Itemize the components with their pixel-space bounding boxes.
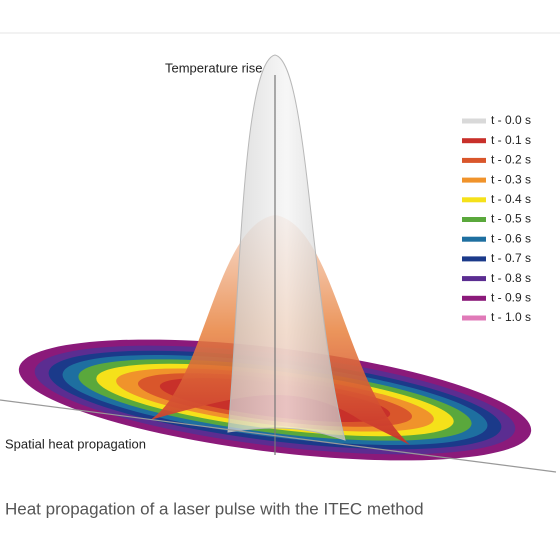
legend-swatch: [462, 118, 486, 124]
legend-label: t - 0.2 s: [491, 153, 531, 167]
legend-swatch: [462, 138, 486, 144]
vertical-axis-label: Temperature rise: [165, 60, 263, 75]
initial-pulse: [227, 54, 346, 441]
legend-label: t - 0.3 s: [491, 172, 531, 186]
legend-label: t - 0.7 s: [491, 251, 531, 265]
legend-label: t - 0.9 s: [491, 290, 531, 304]
legend-swatch: [462, 315, 486, 321]
legend-label: t - 0.5 s: [491, 212, 531, 226]
legend-swatch: [462, 236, 486, 242]
legend-label: t - 0.8 s: [491, 271, 531, 285]
legend: t - 0.0 s t - 0.1 s t - 0.2 s t - 0.3 s t - …: [462, 113, 531, 324]
legend-swatch: [462, 295, 486, 301]
legend-swatch: [462, 217, 486, 222]
caption: Heat propagation of a laser pulse with t…: [5, 499, 424, 518]
legend-swatch: [462, 177, 486, 183]
legend-swatch: [462, 197, 486, 203]
legend-swatch: [462, 256, 486, 262]
horizontal-axis: [0, 399, 557, 473]
legend-label: t - 0.1 s: [491, 133, 531, 147]
legend-swatch: [462, 276, 486, 282]
legend-label: t - 0.6 s: [491, 231, 531, 245]
legend-swatch: [462, 157, 486, 163]
legend-label: t - 1.0 s: [491, 310, 531, 324]
horizontal-axis-label: Spatial heat propagation: [5, 436, 146, 451]
legend-label: t - 0.4 s: [491, 192, 531, 206]
legend-label: t - 0.0 s: [491, 113, 531, 127]
